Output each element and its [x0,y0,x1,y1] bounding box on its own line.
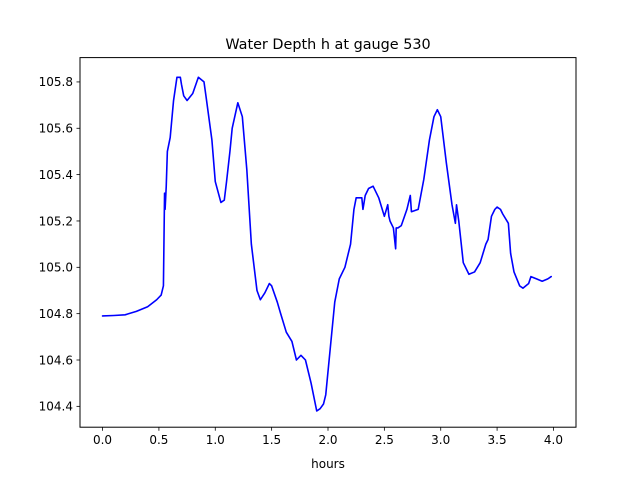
y-tick-label: 105.0 [39,261,73,275]
y-tick-label: 104.4 [39,400,73,414]
x-tick-label: 4.0 [544,433,563,447]
x-tick-label: 2.0 [318,433,337,447]
x-axis: 0.0 0.5 1.0 1.5 2.0 2.5 3.0 3.5 4.0 [93,427,563,447]
y-tick-label: 105.2 [39,214,73,228]
series-line-water-depth [101,76,553,412]
chart-title: Water Depth h at gauge 530 [225,37,430,53]
y-tick-label: 104.8 [39,307,73,321]
x-tick-label: 0.5 [149,433,168,447]
x-axis-label: hours [311,457,345,471]
x-tick-label: 2.5 [375,433,394,447]
y-tick-label: 105.8 [39,75,73,89]
x-tick-label: 0.0 [93,433,112,447]
x-tick-label: 1.0 [206,433,225,447]
y-axis: 104.4 104.6 104.8 105.0 105.2 105.4 105.6 105.8 [39,75,80,414]
x-tick-label: 3.0 [431,433,450,447]
y-tick-label: 104.6 [39,353,73,367]
x-tick-label: 3.5 [488,433,507,447]
plot-area [101,76,553,412]
x-tick-label: 1.5 [262,433,281,447]
y-tick-label: 105.4 [39,168,73,182]
y-tick-label: 105.6 [39,122,73,136]
